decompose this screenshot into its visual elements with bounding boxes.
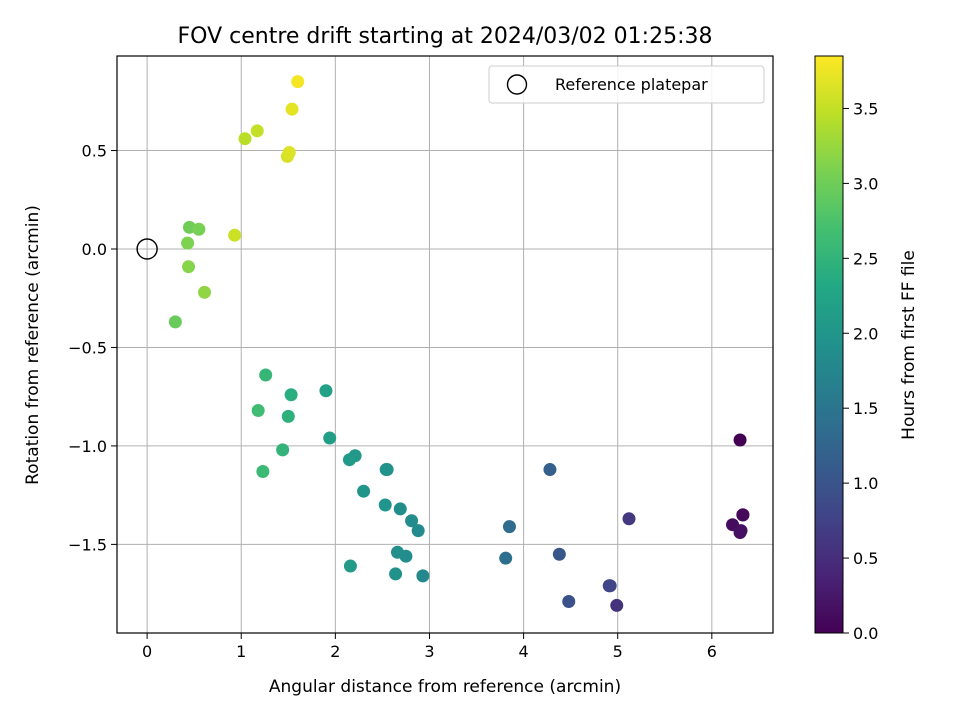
colorbar-tick-label: 1.5 xyxy=(853,399,878,418)
data-point xyxy=(379,463,393,477)
legend-box xyxy=(488,65,765,104)
colorbar xyxy=(814,55,844,634)
y-axis-label: Rotation from reference (arcmin) xyxy=(23,205,43,485)
plot-frame xyxy=(116,55,774,634)
legend-marker-reference xyxy=(506,74,528,95)
data-point xyxy=(342,453,356,467)
data-point xyxy=(259,368,273,382)
data-point xyxy=(285,102,299,116)
x-tick-label: 3 xyxy=(424,642,434,661)
data-point xyxy=(323,431,337,445)
data-point xyxy=(284,388,298,402)
data-point xyxy=(622,512,636,526)
data-point xyxy=(736,508,750,522)
colorbar-tick-label: 2.5 xyxy=(853,249,878,268)
data-point xyxy=(238,132,252,146)
data-point xyxy=(168,315,182,329)
legend: Reference platepar xyxy=(488,65,765,104)
data-point xyxy=(734,524,748,538)
x-axis-ticks: 0 1 2 3 4 5 6 xyxy=(142,633,717,661)
data-point xyxy=(610,598,624,612)
data-point xyxy=(603,579,617,593)
colorbar-tick-label: 1.0 xyxy=(853,474,878,493)
scatter-points xyxy=(136,75,750,612)
data-point xyxy=(228,228,242,242)
grid xyxy=(117,56,773,633)
data-point xyxy=(378,498,392,512)
data-point xyxy=(733,433,747,447)
data-point xyxy=(416,569,430,583)
data-point xyxy=(276,443,290,457)
data-point xyxy=(357,484,371,498)
data-point xyxy=(390,545,404,559)
colorbar-tick-label: 0.0 xyxy=(853,624,878,643)
colorbar-tick-label: 2.0 xyxy=(853,324,878,343)
reference-platepar-marker xyxy=(136,238,158,260)
y-tick-label: −0.5 xyxy=(68,338,107,357)
data-point xyxy=(393,502,407,516)
colorbar-ticks: 0.0 0.5 1.0 1.5 2.0 2.5 3.0 3.5 xyxy=(843,99,878,643)
data-point xyxy=(319,384,333,398)
data-point xyxy=(543,463,557,477)
y-tick-label: 0.0 xyxy=(82,240,107,259)
data-point xyxy=(499,551,513,565)
legend-label-reference: Reference platepar xyxy=(555,75,708,94)
chart-title: FOV centre drift starting at 2024/03/02 … xyxy=(178,24,713,49)
colorbar-tick-label: 3.5 xyxy=(853,99,878,118)
colorbar-tick-label: 0.5 xyxy=(853,549,878,568)
x-tick-label: 4 xyxy=(518,642,528,661)
x-axis-label: Angular distance from reference (arcmin) xyxy=(269,677,621,697)
data-point xyxy=(181,236,195,250)
data-point xyxy=(562,594,576,608)
data-point xyxy=(182,260,196,274)
y-tick-label: −1.5 xyxy=(68,535,107,554)
y-tick-label: 0.5 xyxy=(82,142,107,161)
x-tick-label: 2 xyxy=(330,642,340,661)
data-point xyxy=(192,222,206,236)
colorbar-tick-label: 3.0 xyxy=(853,174,878,193)
data-point xyxy=(389,567,403,581)
x-tick-label: 0 xyxy=(142,642,152,661)
data-point xyxy=(251,403,265,417)
y-axis-ticks: −1.5 −1.0 −0.5 0.0 0.5 xyxy=(68,142,117,554)
colorbar-label: Hours from first FF file xyxy=(899,250,919,440)
data-point xyxy=(282,145,296,159)
x-tick-label: 6 xyxy=(707,642,717,661)
data-point xyxy=(502,520,516,534)
data-point xyxy=(405,514,419,528)
data-point xyxy=(256,465,270,479)
data-point xyxy=(281,409,295,423)
x-tick-label: 1 xyxy=(236,642,246,661)
data-point xyxy=(198,285,212,299)
data-point xyxy=(411,524,425,538)
data-point xyxy=(552,547,566,561)
y-tick-label: −1.0 xyxy=(68,437,107,456)
x-tick-label: 5 xyxy=(613,642,623,661)
data-point xyxy=(291,75,305,89)
data-point xyxy=(343,559,357,573)
data-point xyxy=(250,124,264,138)
